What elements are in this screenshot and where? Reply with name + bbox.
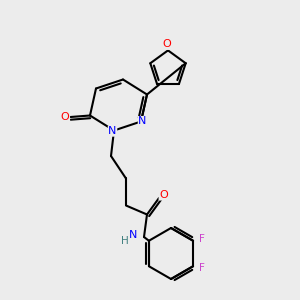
Text: F: F — [199, 234, 204, 244]
Text: O: O — [162, 39, 171, 50]
Text: N: N — [128, 230, 137, 241]
Text: O: O — [159, 190, 168, 200]
Text: N: N — [108, 126, 117, 136]
Text: F: F — [199, 263, 204, 273]
Text: N: N — [138, 116, 147, 127]
Text: H: H — [121, 236, 128, 247]
Text: O: O — [61, 112, 70, 122]
